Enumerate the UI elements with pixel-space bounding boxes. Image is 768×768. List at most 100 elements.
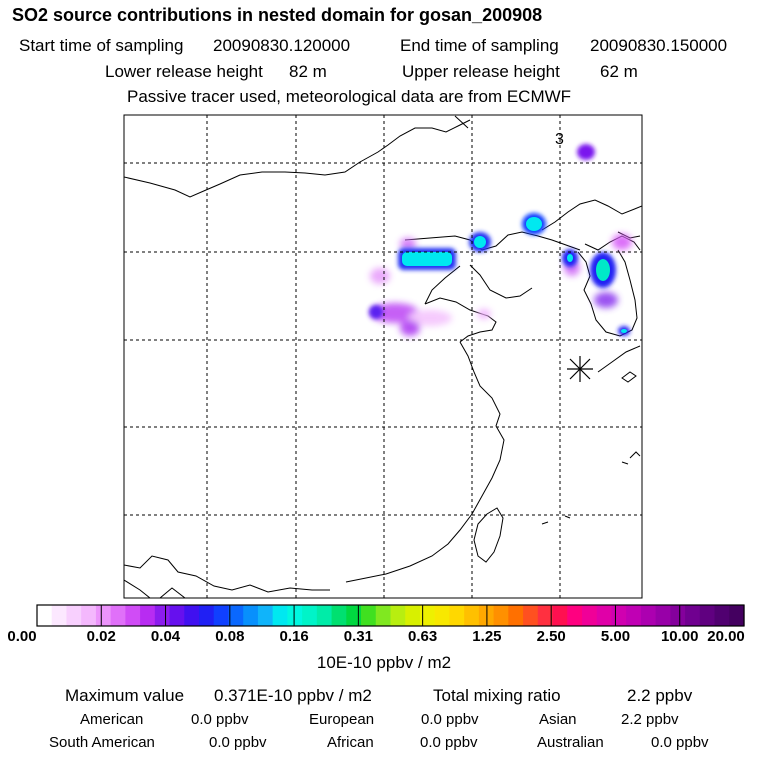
colorbar-cell — [361, 605, 377, 626]
colorbar-cell — [581, 605, 598, 626]
region-name: South American — [49, 734, 155, 751]
region-name: European — [309, 711, 375, 728]
colorbar-cell — [125, 605, 141, 626]
colorbar-cell — [537, 605, 554, 626]
plume — [370, 268, 390, 284]
colorbar-tick-label: 20.00 — [707, 628, 745, 645]
region-value: 0.0 ppbv — [651, 734, 709, 751]
plume — [400, 238, 416, 250]
total-label: Total mixing ratio — [433, 686, 561, 705]
region-value: 2.2 ppbv — [621, 711, 679, 728]
plume-core — [402, 252, 452, 266]
plume — [400, 320, 420, 336]
colorbar-tick-label: 10.00 — [660, 628, 699, 645]
plume-core — [474, 236, 486, 248]
colorbar-cell — [390, 605, 406, 626]
colorbar-cell — [685, 605, 701, 626]
marker-label: 3 — [555, 131, 564, 148]
max-label: Maximum value — [65, 686, 185, 705]
colorbar-tick-label: 0.08 — [215, 628, 245, 645]
colorbar-tick-label: 0.31 — [343, 628, 373, 645]
colorbar-cell — [287, 605, 303, 626]
colorbar-cell — [611, 605, 627, 626]
total-value: 2.2 ppbv — [627, 686, 693, 705]
plume — [369, 305, 383, 319]
colorbar-cell — [567, 605, 583, 626]
colorbar-cell — [434, 605, 451, 626]
colorbar-cell — [346, 605, 362, 626]
colorbar-cell — [81, 605, 97, 626]
region-value: 0.0 ppbv — [421, 711, 479, 728]
region-name: Asian — [539, 711, 577, 728]
colorbar-cell — [154, 605, 171, 626]
colorbar-cell — [419, 605, 436, 626]
colorbar-cell — [523, 605, 539, 626]
region-value: 0.0 ppbv — [209, 734, 267, 751]
colorbar-cell — [316, 605, 333, 626]
end-time-value: 20090830.150000 — [590, 36, 728, 55]
plume — [408, 310, 452, 326]
colorbar-cell — [508, 605, 524, 626]
colorbar-tick-label: 1.25 — [472, 628, 502, 645]
colorbar-tick-label: 0.04 — [150, 628, 181, 645]
colorbar-cell — [464, 605, 480, 626]
colorbar-cell — [51, 605, 68, 626]
lower-height-label: Lower release height — [105, 62, 263, 81]
colorbar-cell — [552, 605, 568, 626]
colorbar-cell — [184, 605, 200, 626]
colorbar-tick-label: 5.00 — [600, 628, 631, 645]
tracer-note: Passive tracer used, meteorological data… — [127, 87, 572, 106]
colorbar-cell — [95, 605, 112, 626]
colorbar-cell — [228, 605, 244, 626]
colorbar-cell — [243, 605, 259, 626]
plume-core — [621, 329, 627, 333]
colorbar-cell — [655, 605, 671, 626]
plume — [594, 292, 618, 308]
start-time-label: Start time of sampling — [19, 36, 184, 55]
colorbar-units: 10E-10 ppbv / m2 — [316, 653, 452, 672]
colorbar-cell — [331, 605, 347, 626]
colorbar-cell — [626, 605, 642, 626]
colorbar-cell — [213, 605, 230, 626]
max-value: 0.371E-10 ppbv / m2 — [214, 686, 372, 705]
colorbar-tick-label: 2.50 — [536, 628, 566, 645]
colorbar-cell — [375, 605, 392, 626]
concentration-field — [369, 144, 632, 336]
colorbar-cell — [699, 605, 716, 626]
colorbar-cell — [493, 605, 509, 626]
map-background — [124, 115, 642, 598]
colorbar-cell — [670, 605, 686, 626]
end-time-label: End time of sampling — [400, 36, 559, 55]
colorbar-cell — [169, 605, 185, 626]
upper-height-label: Upper release height — [402, 62, 560, 81]
colorbar-cell — [199, 605, 215, 626]
colorbar-cell — [257, 605, 274, 626]
map-gridlines — [124, 115, 642, 598]
plume — [371, 303, 419, 323]
colorbar-tick-label: 0.02 — [86, 628, 116, 645]
region-name: American — [80, 711, 144, 728]
colorbar-cell — [449, 605, 465, 626]
plume — [577, 144, 595, 160]
colorbar-cell — [729, 605, 745, 626]
colorbar-cell — [37, 605, 53, 626]
colorbar-cell — [405, 605, 421, 626]
region-name: African — [327, 734, 374, 751]
plume-core — [567, 254, 573, 262]
colorbar-cell — [596, 605, 613, 626]
map-frame — [123, 114, 643, 599]
upper-height-value: 62 m — [600, 62, 638, 81]
plume-core — [526, 217, 542, 231]
plume — [612, 234, 632, 250]
plot-title: SO2 source contributions in nested domai… — [12, 5, 543, 25]
colorbar-cell — [66, 605, 82, 626]
colorbar-cell — [714, 605, 730, 626]
receptor-asterisk-icon — [567, 356, 593, 382]
colorbar-tick-label: 0.00 — [7, 628, 37, 645]
lower-height-value: 82 m — [289, 62, 327, 81]
plume — [477, 309, 491, 319]
colorbar-tick-label: 0.16 — [279, 628, 309, 645]
colorbar-frame — [36, 604, 745, 627]
plume-core — [596, 259, 610, 281]
